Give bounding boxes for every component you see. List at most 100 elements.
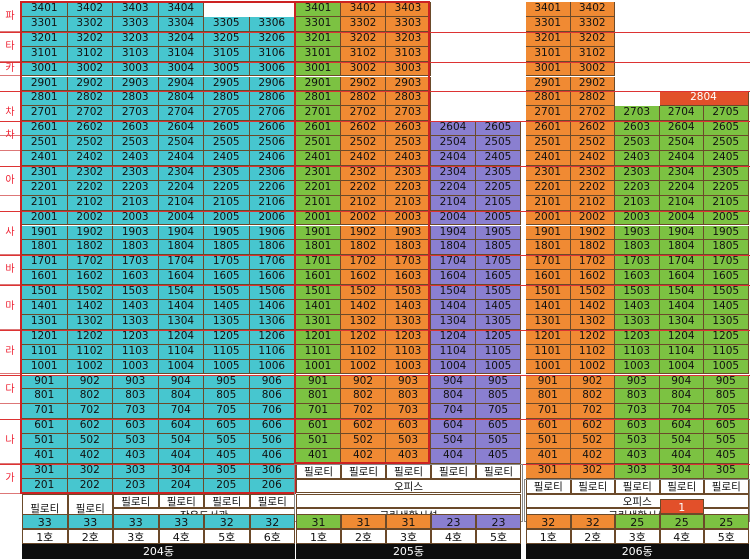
unit-cell: 3201: [22, 31, 68, 47]
unit-cell: 3302: [67, 16, 113, 32]
unit-cell: 1601: [296, 270, 341, 286]
piloti-label: 필로티: [341, 463, 386, 479]
unit-cell: 502: [67, 434, 113, 449]
office-label: 오피스: [526, 493, 749, 508]
unit-cell: 1605: [704, 270, 749, 286]
unit-cell: 1902: [570, 225, 615, 241]
unit-cell: 906: [249, 374, 295, 390]
unit-cell: 404: [659, 449, 704, 464]
floor-divider: [0, 285, 750, 287]
unit-cell: 2901: [526, 76, 571, 92]
unit-cell: 1805: [476, 240, 521, 256]
unit-cell: 1301: [22, 314, 68, 330]
unit-cell: 1604: [431, 270, 476, 286]
unit-cell: 1404: [431, 300, 476, 315]
unit-cell: 805: [704, 389, 749, 405]
unit-cell: 2604: [659, 121, 704, 137]
unit-cell: 2802: [341, 91, 386, 107]
unit-cell: 2403: [615, 151, 660, 166]
unit-cell: 305: [204, 463, 250, 479]
unit-cell: 2301: [22, 165, 68, 181]
unit-cell: 3002: [341, 61, 386, 77]
unit-cell: 3306: [249, 16, 295, 32]
unit-cell: 2401: [526, 151, 571, 166]
unit-cell: 3201: [296, 31, 341, 47]
unit-cell: 2903: [113, 76, 159, 92]
unit-cell: 2501: [526, 136, 571, 151]
unit-cell: 505: [704, 434, 749, 449]
unit-cell: 2302: [570, 165, 615, 181]
unit-cell: 405: [704, 449, 749, 464]
piloti-label: 필로티: [704, 478, 749, 494]
unit-cell: 1704: [158, 255, 204, 271]
unit-cell: 1703: [386, 255, 431, 271]
unit-cell: 903: [615, 374, 660, 390]
unit-cell: 2502: [570, 136, 615, 151]
unit-cell: 706: [249, 404, 295, 420]
unit-cell: 3302: [570, 16, 615, 32]
unit-cell: 2305: [476, 165, 521, 181]
unit-cell: 2805: [204, 91, 250, 107]
unit-cell: 605: [704, 419, 749, 435]
unit-cell: 2004: [158, 210, 204, 226]
unit-cell: 1204: [158, 329, 204, 345]
unit-cell: 2002: [341, 210, 386, 226]
unit-cell: 1203: [113, 329, 159, 345]
unit-cell: 602: [341, 419, 386, 435]
unit-type-label: 4호: [158, 529, 204, 544]
unit-count: 31: [386, 514, 431, 529]
unit-cell: 3302: [341, 16, 386, 32]
unit-cell: 1101: [22, 344, 68, 360]
unit-cell: 1503: [386, 285, 431, 300]
unit-cell: 604: [158, 419, 204, 435]
unit-cell: 901: [22, 374, 68, 390]
unit-cell: 502: [341, 434, 386, 449]
unit-cell: 2604: [431, 121, 476, 137]
unit-cell: 1705: [204, 255, 250, 271]
piloti-label: 필로티: [659, 478, 704, 494]
floor-divider: [0, 61, 750, 63]
unit-cell: 2603: [386, 121, 431, 137]
unit-cell: 302: [570, 463, 615, 479]
unit-cell: 1004: [431, 359, 476, 375]
unit-cell: 904: [659, 374, 704, 390]
unit-cell: 2702: [570, 106, 615, 122]
unit-cell: 901: [296, 374, 341, 390]
unit-cell: 2803: [386, 91, 431, 107]
unit-cell: 2303: [113, 165, 159, 181]
unit-cell: 601: [526, 419, 571, 435]
unit-cell: 1003: [386, 359, 431, 375]
unit-cell: 3202: [67, 31, 113, 47]
unit-cell: 705: [476, 404, 521, 420]
unit-cell: 1301: [296, 314, 341, 330]
unit-cell: 1501: [22, 285, 68, 300]
unit-cell: 1201: [22, 329, 68, 345]
unit-cell: 2503: [615, 136, 660, 151]
unit-cell: 404: [431, 449, 476, 464]
unit-cell: 1403: [615, 300, 660, 315]
unit-cell: 2101: [526, 195, 571, 211]
unit-cell: 3101: [526, 46, 571, 62]
unit-cell: 1203: [615, 329, 660, 345]
unit-cell: 301: [526, 463, 571, 479]
unit-cell: 3102: [341, 46, 386, 62]
unit-cell: 1403: [386, 300, 431, 315]
unit-cell: 2505: [704, 136, 749, 151]
unit-cell: 1406: [249, 300, 295, 315]
unit-cell: 303: [113, 463, 159, 479]
unit-cell: 1805: [204, 240, 250, 256]
unit-cell: 3401: [22, 2, 68, 17]
unit-cell: 1105: [704, 344, 749, 360]
unit-cell: 2502: [341, 136, 386, 151]
unit-cell: 1301: [526, 314, 571, 330]
unit-cell: 1201: [296, 329, 341, 345]
unit-cell: 1802: [67, 240, 113, 256]
unit-cell: 1903: [615, 225, 660, 241]
unit-cell: 403: [113, 449, 159, 464]
unit-type-label: 2호: [67, 529, 113, 544]
unit-cell: 1502: [570, 285, 615, 300]
unit-cell: 2303: [386, 165, 431, 181]
unit-cell: 402: [67, 449, 113, 464]
unit-cell: 1504: [158, 285, 204, 300]
